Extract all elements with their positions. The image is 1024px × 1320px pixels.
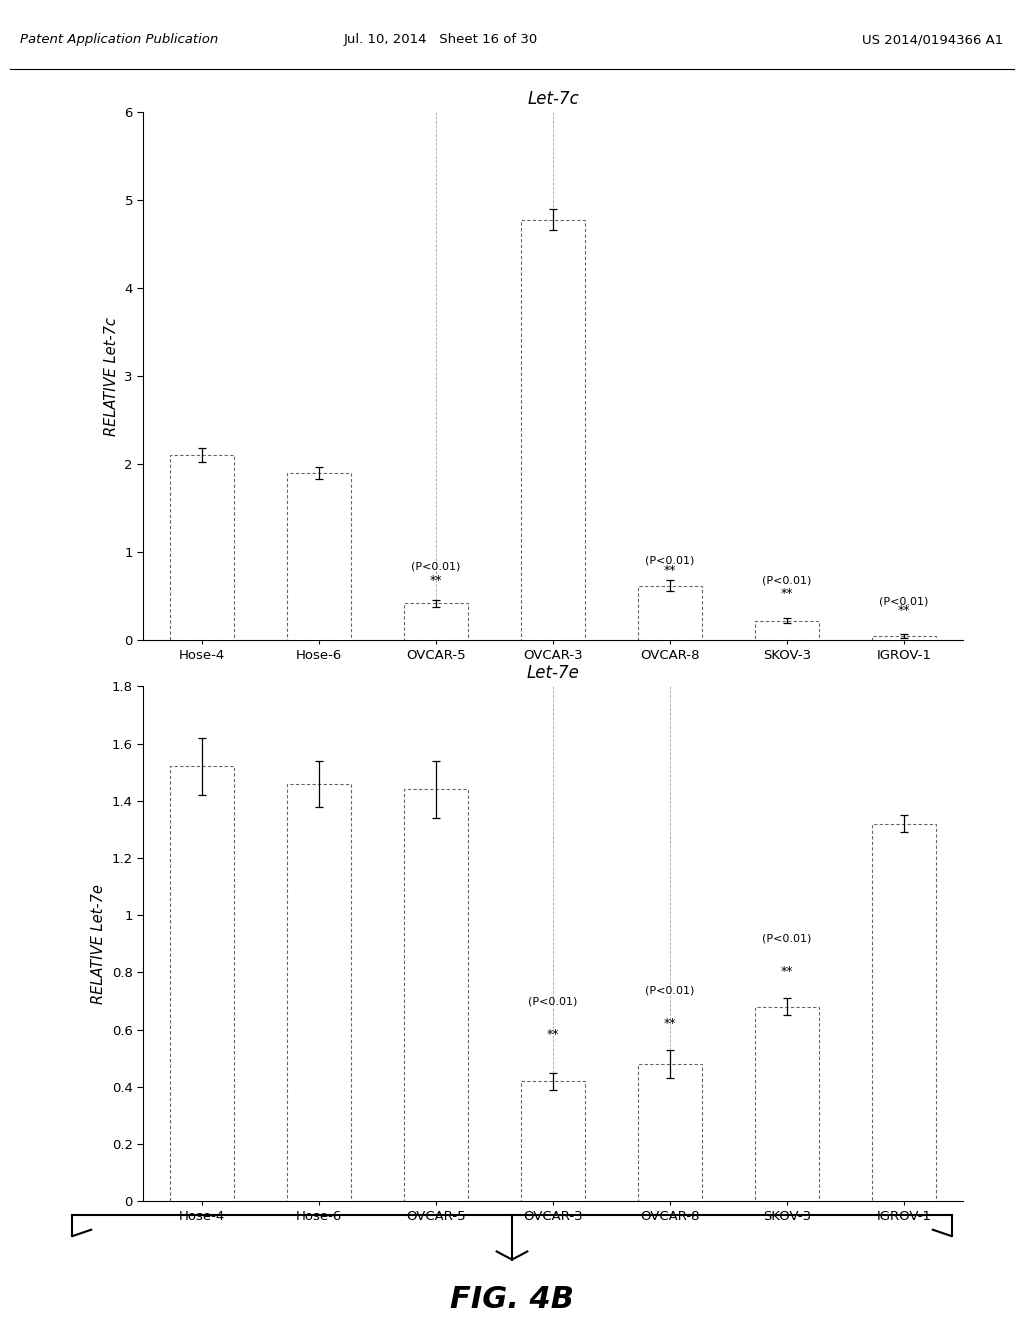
Text: **: ** — [664, 1016, 676, 1030]
Bar — [638, 586, 702, 640]
Bar — [755, 620, 819, 640]
Text: Patent Application Publication: Patent Application Publication — [20, 33, 219, 46]
Bar — [403, 789, 468, 1201]
Y-axis label: RELATIVE Let-7c: RELATIVE Let-7c — [103, 317, 119, 436]
Y-axis label: RELATIVE Let-7e: RELATIVE Let-7e — [91, 884, 106, 1003]
Text: (P<0.01): (P<0.01) — [645, 556, 694, 565]
Bar — [871, 824, 936, 1201]
Bar — [521, 1081, 585, 1201]
Title: Let-7e: Let-7e — [526, 664, 580, 682]
Text: (P<0.01): (P<0.01) — [645, 985, 694, 995]
Text: (P<0.01): (P<0.01) — [762, 576, 812, 586]
Text: **: ** — [898, 605, 910, 618]
Text: (P<0.01): (P<0.01) — [412, 561, 461, 572]
Text: **: ** — [780, 586, 794, 599]
Bar — [871, 636, 936, 640]
Text: (P<0.01): (P<0.01) — [528, 997, 578, 1007]
Bar — [170, 767, 234, 1201]
Text: **: ** — [780, 965, 794, 978]
Text: FIG. 4B: FIG. 4B — [450, 1284, 574, 1313]
Text: (P<0.01): (P<0.01) — [762, 933, 812, 944]
Text: Jul. 10, 2014   Sheet 16 of 30: Jul. 10, 2014 Sheet 16 of 30 — [343, 33, 538, 46]
Bar — [287, 784, 351, 1201]
Text: (P<0.01): (P<0.01) — [880, 597, 929, 607]
Title: Let-7c: Let-7c — [527, 90, 579, 108]
Bar — [521, 219, 585, 640]
Bar — [170, 455, 234, 640]
Text: US 2014/0194366 A1: US 2014/0194366 A1 — [862, 33, 1004, 46]
Bar — [403, 603, 468, 640]
Bar — [287, 473, 351, 640]
Bar — [638, 1064, 702, 1201]
Text: **: ** — [547, 1028, 559, 1041]
Text: **: ** — [664, 564, 676, 577]
Bar — [755, 1007, 819, 1201]
Text: **: ** — [430, 574, 442, 587]
